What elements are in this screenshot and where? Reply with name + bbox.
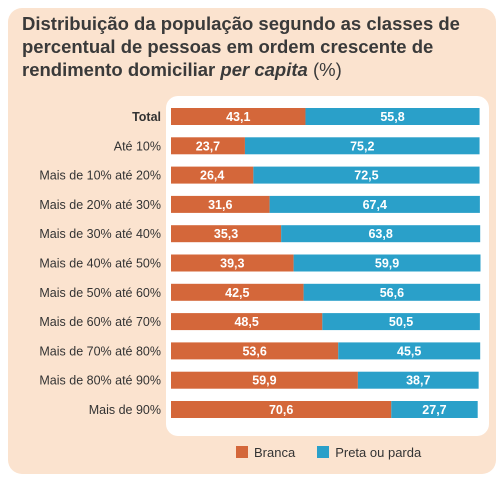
data-label-branca-mais-de-70-ate-80: 53,6 bbox=[242, 344, 266, 358]
bar-branca-mais-de-80-ate-90 bbox=[171, 371, 358, 389]
legend-label-preta-parda: Preta ou parda bbox=[335, 444, 422, 460]
bar-preta-ou-parda-mais-de-90 bbox=[391, 401, 478, 418]
category-label-mais-de-80-ate-90: Mais de 80% até 90% bbox=[39, 374, 161, 388]
legend-label-branca: Branca bbox=[254, 444, 296, 460]
data-label-preta-ou-parda-mais-de-80-ate-90: 38,7 bbox=[406, 374, 430, 388]
bar-preta-ou-parda-ate-10 bbox=[244, 137, 480, 155]
bar-preta-ou-parda-mais-de-60-ate-70 bbox=[322, 313, 480, 331]
bar-branca-mais-de-30-ate-40 bbox=[171, 225, 282, 243]
data-label-preta-ou-parda-mais-de-70-ate-80: 45,5 bbox=[397, 344, 421, 358]
bar-branca-mais-de-40-ate-50 bbox=[171, 254, 294, 272]
category-label-ate-10: Até 10% bbox=[114, 139, 161, 153]
data-label-branca-mais-de-90: 70,6 bbox=[269, 403, 293, 417]
bar-branca-mais-de-50-ate-60 bbox=[171, 283, 304, 301]
bar-branca-mais-de-90 bbox=[171, 401, 392, 418]
data-label-preta-ou-parda-mais-de-20-ate-30: 67,4 bbox=[363, 198, 387, 212]
data-label-preta-ou-parda-mais-de-10-ate-20: 72,5 bbox=[354, 169, 378, 183]
data-label-preta-ou-parda-mais-de-90: 27,7 bbox=[422, 403, 446, 417]
chart-title: Distribuição da população segundo as cla… bbox=[22, 12, 492, 81]
bar-preta-ou-parda-mais-de-70-ate-80 bbox=[338, 342, 481, 360]
legend-item-preta-parda: Preta ou parda bbox=[317, 445, 421, 460]
bar-branca-ate-10 bbox=[171, 137, 245, 155]
bar-preta-ou-parda-mais-de-20-ate-30 bbox=[269, 195, 480, 213]
data-label-preta-ou-parda-total: 55,8 bbox=[380, 110, 404, 124]
category-label-mais-de-50-ate-60: Mais de 50% até 60% bbox=[39, 286, 161, 300]
data-label-preta-ou-parda-mais-de-60-ate-70: 50,5 bbox=[389, 315, 413, 329]
legend: Branca Preta ou parda bbox=[236, 444, 443, 460]
title-main: Distribuição da população segundo as cla… bbox=[22, 13, 460, 80]
category-label-mais-de-90: Mais de 90% bbox=[89, 403, 161, 417]
bar-branca-mais-de-70-ate-80 bbox=[171, 342, 339, 360]
bar-branca-mais-de-60-ate-70 bbox=[171, 313, 323, 331]
bar-preta-ou-parda-mais-de-30-ate-40 bbox=[281, 225, 481, 243]
data-label-branca-mais-de-50-ate-60: 42,5 bbox=[225, 286, 249, 300]
category-label-mais-de-10-ate-20: Mais de 10% até 20% bbox=[39, 169, 161, 183]
bar-preta-ou-parda-mais-de-40-ate-50 bbox=[293, 254, 481, 272]
data-label-branca-mais-de-20-ate-30: 31,6 bbox=[208, 198, 232, 212]
title-italic: per capita bbox=[220, 59, 308, 80]
data-label-preta-ou-parda-mais-de-40-ate-50: 59,9 bbox=[375, 257, 399, 271]
category-label-total: Total bbox=[132, 110, 161, 124]
bar-preta-ou-parda-mais-de-10-ate-20 bbox=[253, 166, 480, 184]
bar-preta-ou-parda-total bbox=[305, 108, 480, 125]
legend-item-branca: Branca bbox=[236, 445, 295, 460]
data-label-preta-ou-parda-mais-de-30-ate-40: 63,8 bbox=[368, 227, 392, 241]
data-label-branca-mais-de-30-ate-40: 35,3 bbox=[214, 227, 238, 241]
data-label-branca-mais-de-80-ate-90: 59,9 bbox=[252, 374, 276, 388]
data-label-branca-ate-10: 23,7 bbox=[196, 139, 220, 153]
bar-branca-mais-de-20-ate-30 bbox=[171, 195, 270, 213]
category-label-mais-de-60-ate-70: Mais de 60% até 70% bbox=[39, 315, 161, 329]
legend-swatch-branca bbox=[236, 446, 248, 458]
category-label-mais-de-20-ate-30: Mais de 20% até 30% bbox=[39, 198, 161, 212]
category-label-mais-de-70-ate-80: Mais de 70% até 80% bbox=[39, 344, 161, 358]
bar-preta-ou-parda-mais-de-50-ate-60 bbox=[303, 283, 481, 301]
data-label-preta-ou-parda-mais-de-50-ate-60: 56,6 bbox=[380, 286, 404, 300]
bar-preta-ou-parda-mais-de-80-ate-90 bbox=[357, 371, 479, 389]
data-label-branca-total: 43,1 bbox=[226, 110, 250, 124]
category-label-mais-de-30-ate-40: Mais de 30% até 40% bbox=[39, 227, 161, 241]
data-label-branca-mais-de-10-ate-20: 26,4 bbox=[200, 169, 224, 183]
data-label-branca-mais-de-40-ate-50: 39,3 bbox=[220, 257, 244, 271]
category-label-mais-de-40-ate-50: Mais de 40% até 50% bbox=[39, 257, 161, 271]
title-unit: (%) bbox=[312, 59, 342, 80]
bar-branca-total bbox=[171, 108, 306, 125]
bar-branca-mais-de-10-ate-20 bbox=[171, 166, 254, 184]
data-label-preta-ou-parda-ate-10: 75,2 bbox=[350, 139, 374, 153]
legend-swatch-preta-parda bbox=[317, 446, 330, 458]
data-label-branca-mais-de-60-ate-70: 48,5 bbox=[234, 315, 258, 329]
